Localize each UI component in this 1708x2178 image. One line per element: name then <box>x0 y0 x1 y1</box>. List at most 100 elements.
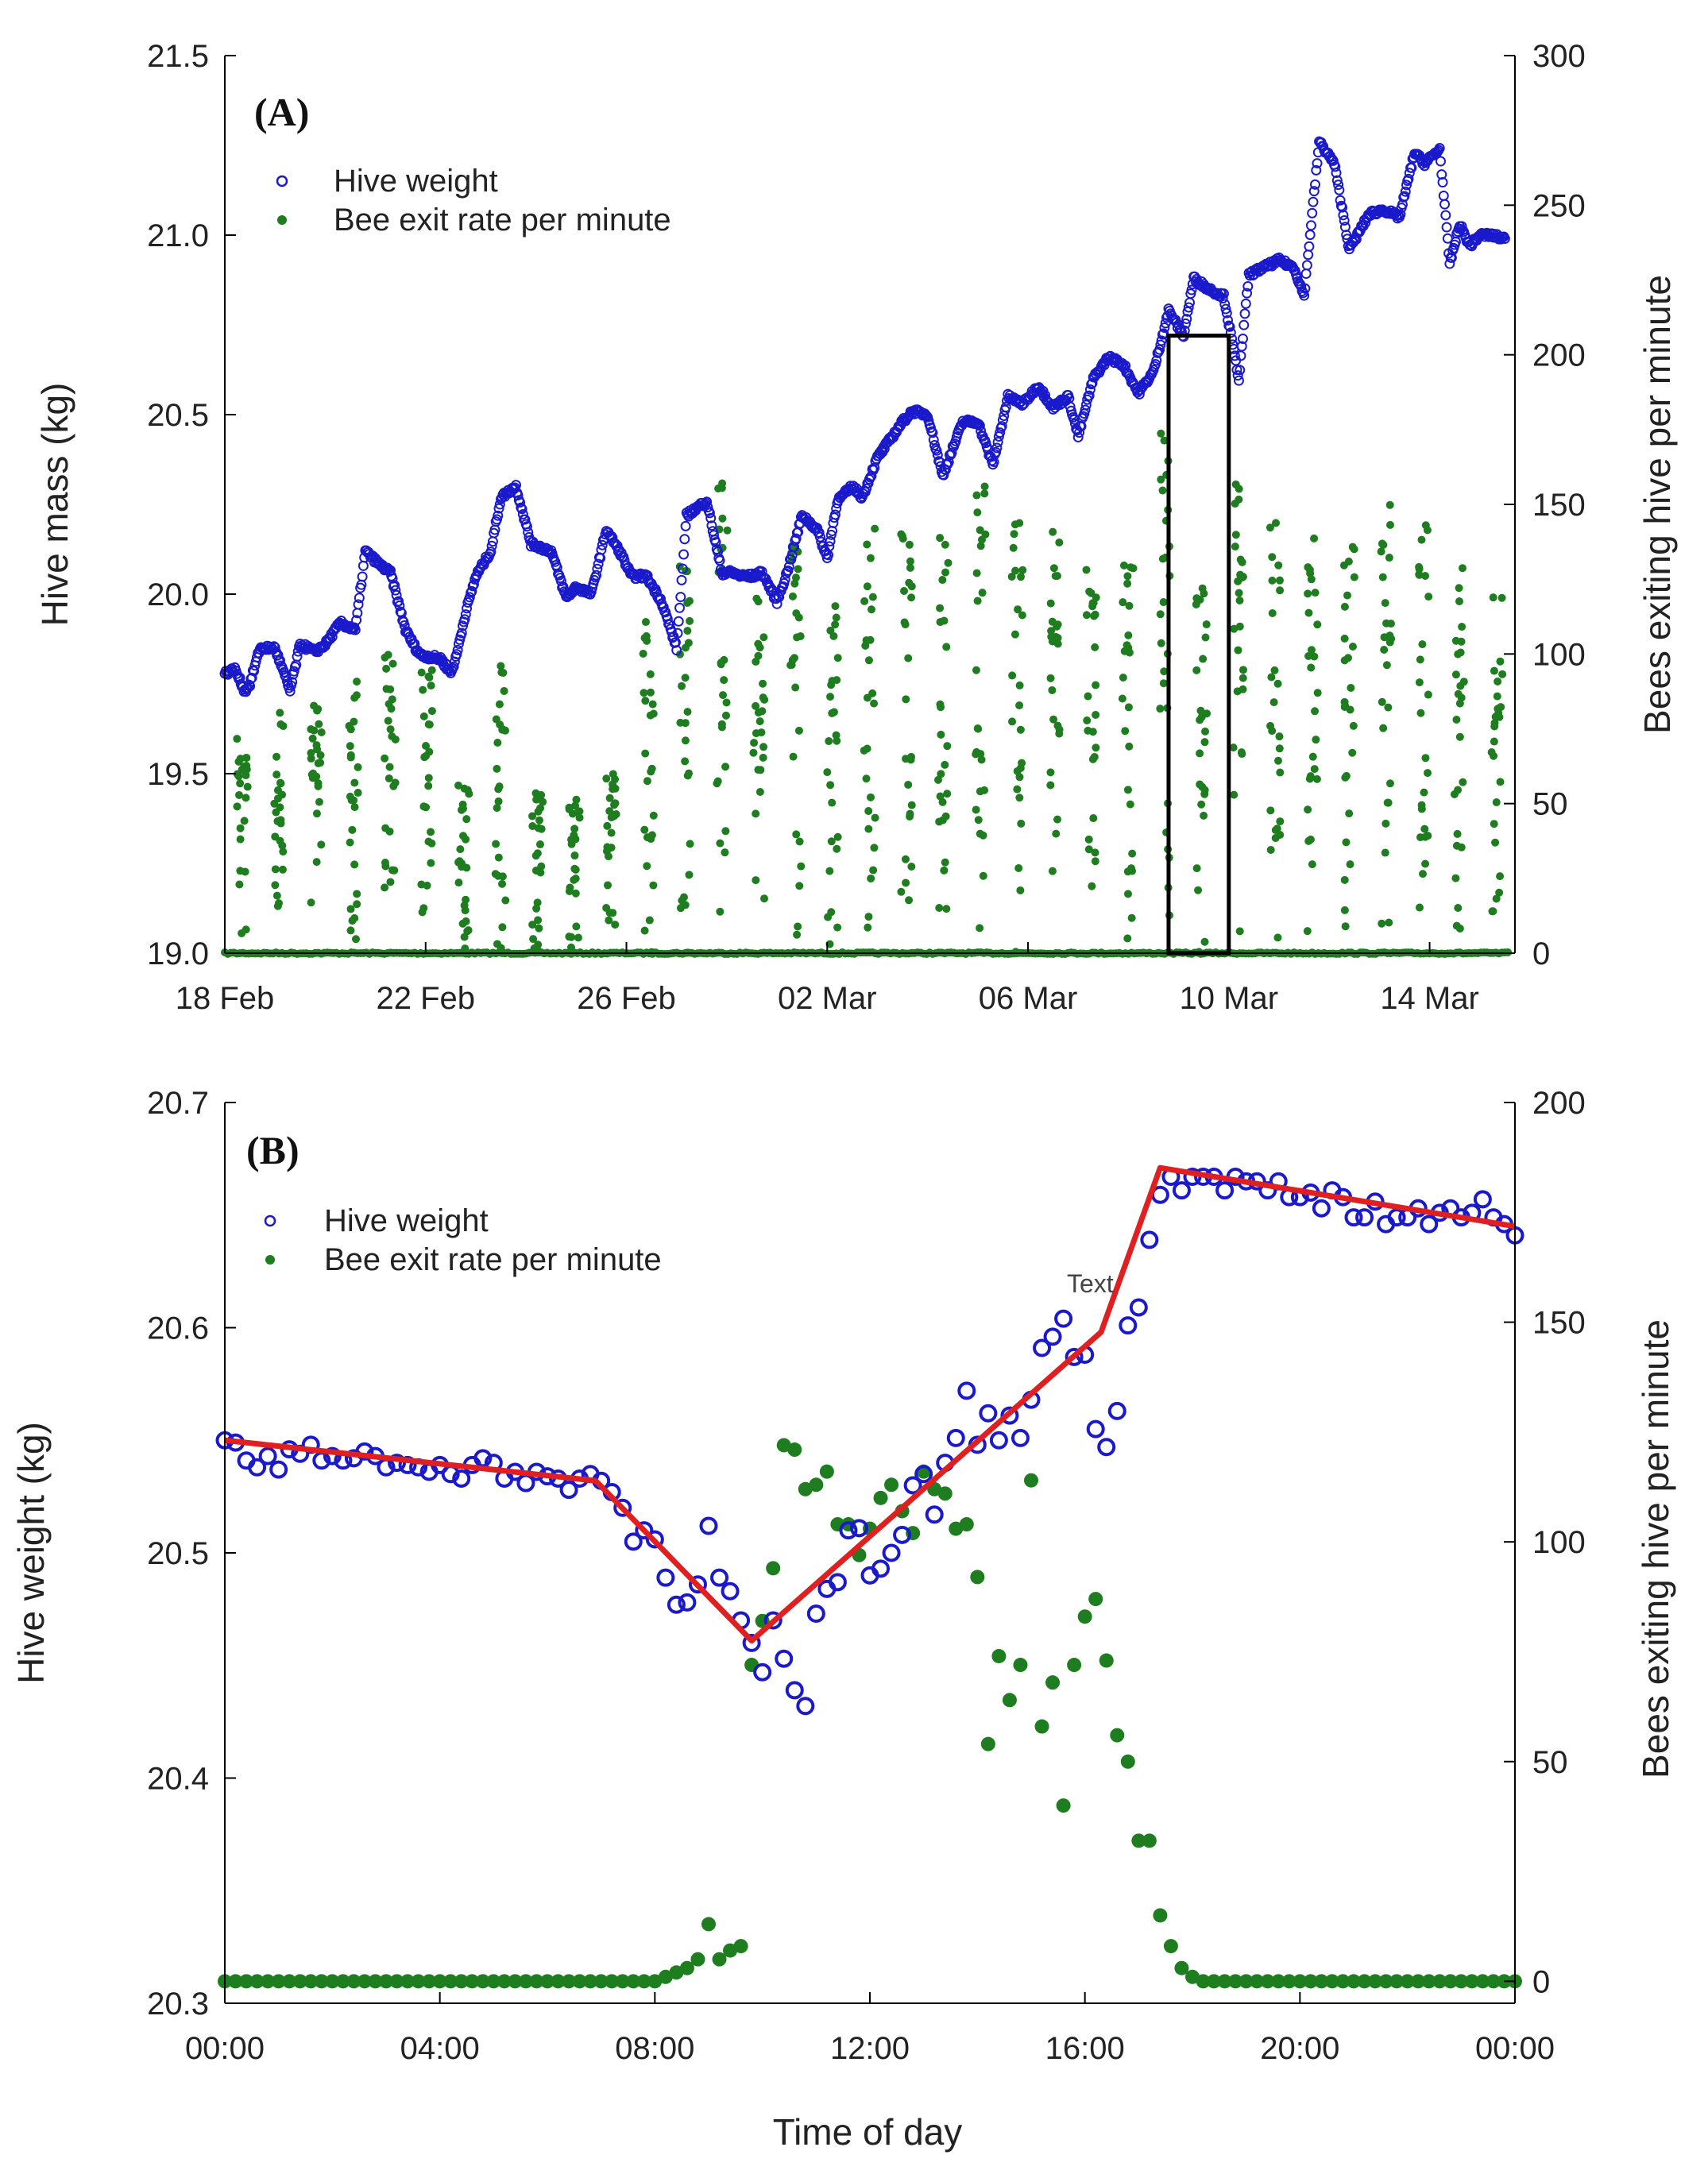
bee-exit-point <box>717 720 726 728</box>
hive-weight-point <box>688 1575 707 1594</box>
bee-exit-point <box>235 790 244 799</box>
bee-exit-point <box>314 759 323 767</box>
panel-b-tick-labels: 20.3 20.4 20.5 20.6 20.7 0 50 100 150 200 00:00 04:… <box>147 1086 1586 2066</box>
bee-exit-point <box>1002 1693 1017 1708</box>
bee-exit-point <box>497 1974 512 1989</box>
hive-weight-point <box>996 421 1007 432</box>
bee-exit-point <box>1308 860 1316 869</box>
bee-exit-point <box>974 816 983 824</box>
bee-exit-point <box>940 866 949 875</box>
hive-weight-point <box>825 535 836 546</box>
bee-exit-point <box>787 1442 802 1458</box>
bee-exit-point <box>1340 906 1349 914</box>
hive-weight-point <box>1217 293 1228 304</box>
bee-exit-point <box>400 1974 415 1989</box>
hive-weight-point <box>814 531 825 543</box>
hive-weight-point <box>871 1559 891 1578</box>
bee-exit-point <box>1014 863 1023 872</box>
bee-exit-point <box>941 540 949 549</box>
bee-exit-point <box>977 755 986 764</box>
bee-exit-point <box>1016 886 1025 894</box>
hive-weight-point <box>613 1498 632 1517</box>
bee-exit-point <box>1378 573 1387 581</box>
bee-exit-point <box>1454 786 1463 794</box>
hive-weight-point <box>1403 173 1414 184</box>
bee-exit-point <box>386 725 395 734</box>
panel-a: 19.0 19.5 20.0 20.5 21.0 21.5 0 50 100 150 200 250 3… <box>34 39 1678 1016</box>
bee-exit-point <box>758 707 767 716</box>
bee-exit-point <box>797 862 806 871</box>
panel-a-y2tick-label: 50 <box>1532 787 1568 822</box>
panel-a-tick-labels: 19.0 19.5 20.0 20.5 21.0 21.5 0 50 100 150 200 250 3… <box>147 39 1586 1016</box>
bee-exit-point <box>1128 849 1137 858</box>
bee-exit-point <box>884 1477 899 1493</box>
panel-b-legend: Hive weight Bee exit rate per minute <box>264 1203 662 1277</box>
hive-weight-point <box>1304 230 1316 241</box>
bee-exit-point <box>602 847 611 855</box>
bee-exit-point <box>904 654 913 662</box>
bee-exit-point <box>1313 689 1322 697</box>
hive-weight-point <box>1439 199 1451 210</box>
bee-exit-point <box>1455 584 1463 593</box>
bee-exit-point <box>686 616 694 625</box>
bee-exit-point <box>723 526 732 535</box>
bee-exit-point <box>686 840 694 848</box>
hive-weight-point <box>248 1458 267 1477</box>
bee-exit-point <box>1156 705 1165 713</box>
bee-exit-point <box>1306 835 1315 844</box>
bee-exit-point <box>1456 648 1465 657</box>
bee-exit-point <box>1008 671 1017 680</box>
bee-exit-point <box>350 803 359 812</box>
bee-exit-point <box>574 933 582 942</box>
bee-exit-point <box>1498 670 1507 678</box>
bee-exit-point <box>243 782 252 791</box>
bee-exit-point <box>540 1974 555 1989</box>
bee-exit-point <box>607 813 616 822</box>
hive-weight-point <box>1172 1181 1191 1200</box>
panel-a-xtick-label: 02 Mar <box>778 981 877 1016</box>
bee-exit-point <box>1237 748 1246 757</box>
bee-exit-point <box>533 898 542 907</box>
bee-exit-point <box>1310 765 1319 774</box>
bee-exit-point <box>791 683 800 692</box>
bee-exit-point <box>722 698 731 707</box>
bee-exit-point <box>864 913 873 921</box>
bee-exit-point <box>936 792 945 801</box>
bee-exit-point <box>1235 597 1244 605</box>
bee-exit-point <box>906 557 914 566</box>
bee-exit-point <box>1313 620 1322 629</box>
bee-exit-point <box>795 882 804 890</box>
bee-exit-point <box>379 1974 393 1989</box>
hive-weight-point <box>1420 1215 1439 1234</box>
bee-exit-point <box>411 1974 426 1989</box>
bee-exit-point <box>233 735 242 743</box>
bee-exit-point <box>1385 554 1393 562</box>
hive-weight-point <box>753 1662 772 1682</box>
bee-exit-point <box>353 900 361 909</box>
bee-exit-point <box>1048 867 1057 875</box>
bee-exit-point <box>1368 1974 1383 1989</box>
hive-weight-point <box>1499 234 1510 245</box>
bee-exit-point <box>1303 1974 1318 1989</box>
panel-a-xtick-label: 26 Feb <box>577 981 676 1016</box>
bee-exit-point <box>1085 587 1094 596</box>
bee-exit-point <box>1458 623 1466 631</box>
bee-exit-point <box>901 855 910 863</box>
bee-exit-point <box>316 751 325 759</box>
bee-exit-point <box>443 1974 458 1989</box>
bee-exit-point <box>346 838 354 847</box>
bee-exit-point <box>936 700 945 709</box>
bee-exit-point <box>669 1965 684 1980</box>
bee-exit-point <box>276 779 285 788</box>
hive-weight-point <box>452 1469 471 1488</box>
panel-b-y2tick-label: 0 <box>1532 1964 1550 1999</box>
panel-b-xtick-label: 08:00 <box>615 2031 694 2066</box>
bee-exit-point <box>897 887 906 896</box>
bee-exit-point <box>238 765 246 774</box>
hive-weight-point <box>839 1521 858 1540</box>
bee-exit-point <box>1084 835 1093 844</box>
bee-exit-point <box>352 935 361 944</box>
hive-weight-point <box>1238 319 1250 330</box>
bee-exit-point <box>1015 701 1024 710</box>
bee-exit-point <box>1490 666 1498 675</box>
